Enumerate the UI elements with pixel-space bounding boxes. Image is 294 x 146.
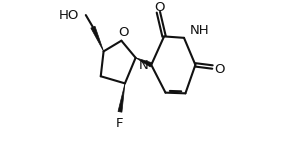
- Text: F: F: [116, 117, 124, 130]
- Polygon shape: [118, 83, 125, 112]
- Polygon shape: [136, 58, 152, 67]
- Polygon shape: [91, 26, 103, 51]
- Text: NH: NH: [190, 24, 209, 37]
- Text: N: N: [139, 59, 148, 72]
- Text: O: O: [154, 1, 164, 14]
- Text: O: O: [119, 26, 129, 39]
- Text: HO: HO: [59, 9, 79, 22]
- Text: O: O: [215, 63, 225, 76]
